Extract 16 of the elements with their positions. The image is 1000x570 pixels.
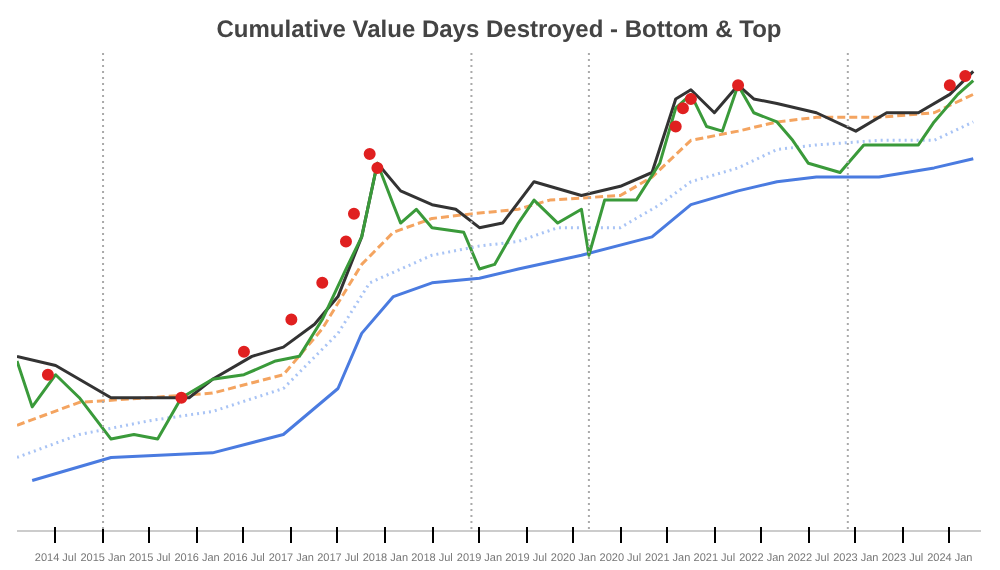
point [363,148,376,161]
point [237,345,250,358]
point [371,161,384,174]
point [41,368,54,381]
point [316,276,329,289]
point [684,92,697,105]
chart-title: Cumulative Value Days Destroyed - Bottom & Top [216,15,782,43]
point [285,313,298,326]
point [959,69,972,82]
point [669,120,682,133]
point [676,102,689,115]
point [732,79,745,92]
point [339,235,352,248]
point [175,391,188,404]
point [347,207,360,220]
point [943,79,956,92]
